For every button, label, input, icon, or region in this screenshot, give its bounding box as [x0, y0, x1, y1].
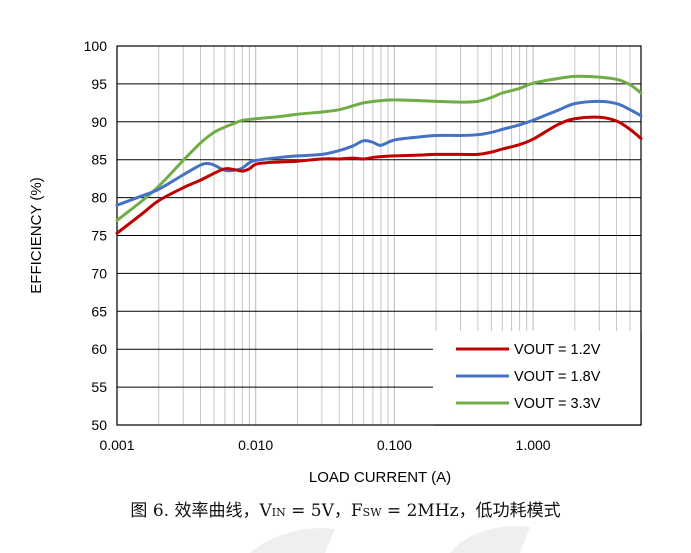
y-tick-label: 60 — [91, 341, 107, 357]
legend-label: VOUT = 1.2V — [514, 342, 601, 358]
figure-caption: 图 6. 效率曲线，VIN = 5V，FSW = 2MHz，低功耗模式 — [0, 496, 691, 521]
y-tick-label: 95 — [91, 76, 107, 92]
caption-vin-subscript: IN — [271, 506, 286, 519]
watermark-shape-left — [250, 528, 335, 553]
y-tick-label: 70 — [91, 265, 107, 281]
legend-label: VOUT = 1.8V — [514, 369, 601, 385]
caption-vin-value: = 5V，F — [285, 501, 363, 521]
y-tick-labels: 50 55 60 65 70 75 80 85 90 95 100 — [84, 38, 108, 433]
y-tick-label: 75 — [91, 228, 107, 244]
plot-border — [116, 45, 642, 426]
y-tick-label: 55 — [91, 379, 107, 395]
x-tick-label: 0.001 — [99, 437, 134, 453]
legend-box — [433, 331, 641, 425]
series-line-vout-1v8 — [115, 99, 643, 207]
plot-frame — [116, 45, 642, 426]
x-tick-labels: 0.001 0.010 0.100 1.000 — [99, 437, 550, 453]
y-axis-label: EFFICIENCY (%) — [28, 177, 45, 293]
series-line-vout-1v2 — [115, 115, 643, 235]
y-tick-label: 90 — [91, 114, 107, 130]
caption-fsw-subscript: SW — [362, 506, 382, 519]
y-tick-label: 65 — [91, 303, 107, 319]
watermark-shape-right — [450, 526, 530, 553]
x-tick-label: 1.000 — [516, 437, 551, 453]
caption-prefix: 图 6. 效率曲线，V — [130, 501, 272, 521]
y-tick-label: 80 — [91, 190, 107, 206]
y-tick-label: 100 — [84, 38, 108, 54]
series-line-vout-3v3 — [115, 74, 643, 222]
x-tick-label: 0.100 — [377, 437, 412, 453]
caption-fsw-value: = 2MHz，低功耗模式 — [381, 501, 561, 521]
watermark-graphic — [250, 526, 530, 553]
x-axis-label: LOAD CURRENT (A) — [309, 469, 451, 486]
series-layer — [115, 74, 643, 235]
legend: VOUT = 1.2V VOUT = 1.8V VOUT = 3.3V — [433, 331, 642, 426]
y-tick-label: 85 — [91, 152, 107, 168]
x-tick-label: 0.010 — [238, 437, 273, 453]
legend-label: VOUT = 3.3V — [514, 396, 601, 412]
efficiency-chart: VOUT = 1.2V VOUT = 1.8V VOUT = 3.3V 50 55 60… — [28, 38, 643, 486]
y-tick-label: 50 — [91, 417, 107, 433]
